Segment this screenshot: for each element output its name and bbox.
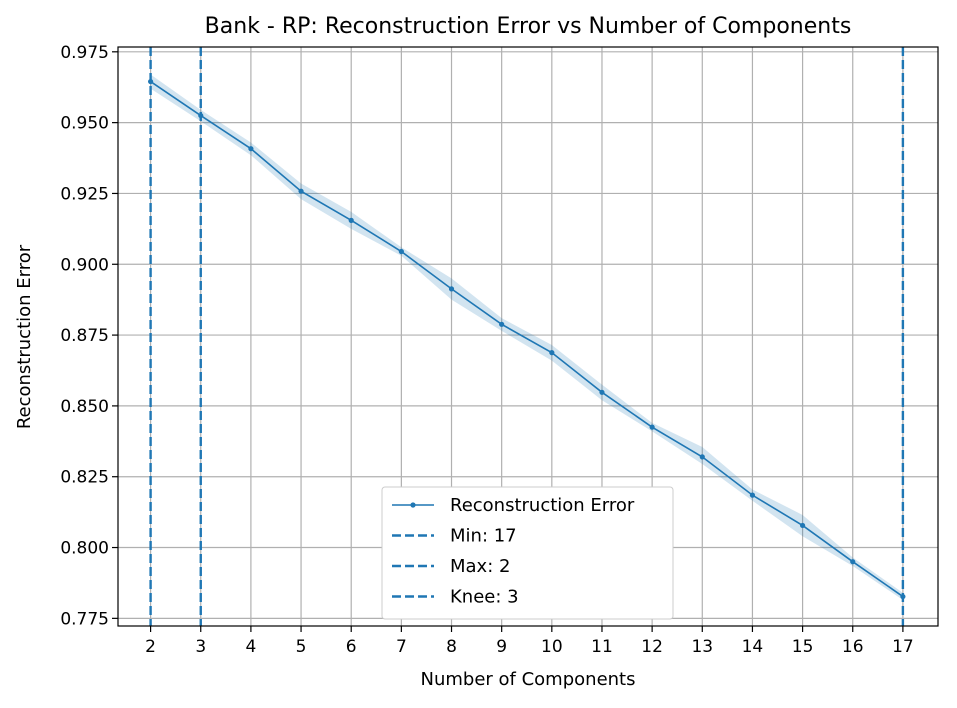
data-point [248, 146, 254, 152]
x-tick-label: 4 [245, 637, 256, 657]
legend-label: Knee: 3 [450, 587, 519, 608]
y-axis-label: Reconstruction Error [14, 244, 35, 429]
legend: Reconstruction Error Min: 17 Max: 2 Knee: 3 [381, 486, 674, 620]
legend-label: Max: 2 [450, 556, 510, 577]
legend-label: Min: 17 [450, 526, 517, 547]
plot-frame [117, 46, 939, 627]
y-tick-label: 0.775 [60, 609, 109, 629]
data-point [448, 286, 455, 292]
x-tick-label: 8 [446, 637, 457, 657]
x-tick-label: 17 [892, 637, 914, 657]
y-tick-label: 0.850 [60, 397, 109, 417]
x-tick-label: 2 [145, 637, 156, 657]
x-tick-label: 10 [541, 637, 563, 657]
reference-lines [149, 47, 905, 626]
data-point [398, 248, 404, 255]
data-point [348, 217, 354, 223]
data-point [850, 559, 856, 565]
data-point [549, 350, 555, 356]
y-tick-label: 0.800 [60, 539, 109, 559]
series-line [150, 80, 904, 598]
series-layer [147, 78, 906, 600]
legend-frame [381, 486, 674, 620]
data-point [749, 492, 756, 498]
y-tick-label: 0.950 [60, 114, 109, 134]
x-axis-ticks: 2 3 4 5 6 7 8 9 10 11 12 13 14 15 16 17 [145, 626, 914, 657]
x-tick-label: 14 [742, 637, 764, 657]
y-tick-label: 0.900 [60, 255, 109, 275]
x-tick-label: 3 [195, 637, 206, 657]
data-point [298, 188, 304, 194]
x-tick-label: 7 [396, 637, 407, 657]
legend-marker-swatch [410, 502, 416, 508]
x-tick-label: 15 [792, 637, 814, 657]
y-axis-ticks: 0.775 0.800 0.825 0.850 0.875 0.900 0.925 0.950… [60, 43, 118, 629]
data-point [499, 321, 505, 327]
data-point [147, 78, 154, 85]
x-tick-label: 6 [346, 637, 357, 657]
data-point [599, 389, 605, 395]
x-tick-label: 16 [842, 637, 864, 657]
data-point [198, 112, 204, 119]
data-point [699, 454, 705, 460]
y-tick-label: 0.975 [60, 43, 109, 63]
x-tick-label: 11 [591, 637, 613, 657]
y-tick-label: 0.875 [60, 326, 109, 346]
data-point [799, 522, 806, 529]
x-axis-label: Number of Components [421, 669, 636, 690]
y-tick-label: 0.925 [60, 184, 109, 204]
x-tick-label: 5 [296, 637, 307, 657]
legend-label: Reconstruction Error [450, 495, 635, 516]
chart-title: Bank - RP: Reconstruction Error vs Numbe… [205, 14, 852, 39]
x-tick-label: 13 [691, 637, 713, 657]
data-point [900, 593, 906, 600]
data-point [649, 424, 655, 430]
error-band-layer [150, 74, 903, 600]
y-tick-label: 0.825 [60, 468, 109, 488]
x-tick-label: 9 [496, 637, 507, 657]
x-tick-label: 12 [641, 637, 663, 657]
error-band [150, 74, 903, 600]
